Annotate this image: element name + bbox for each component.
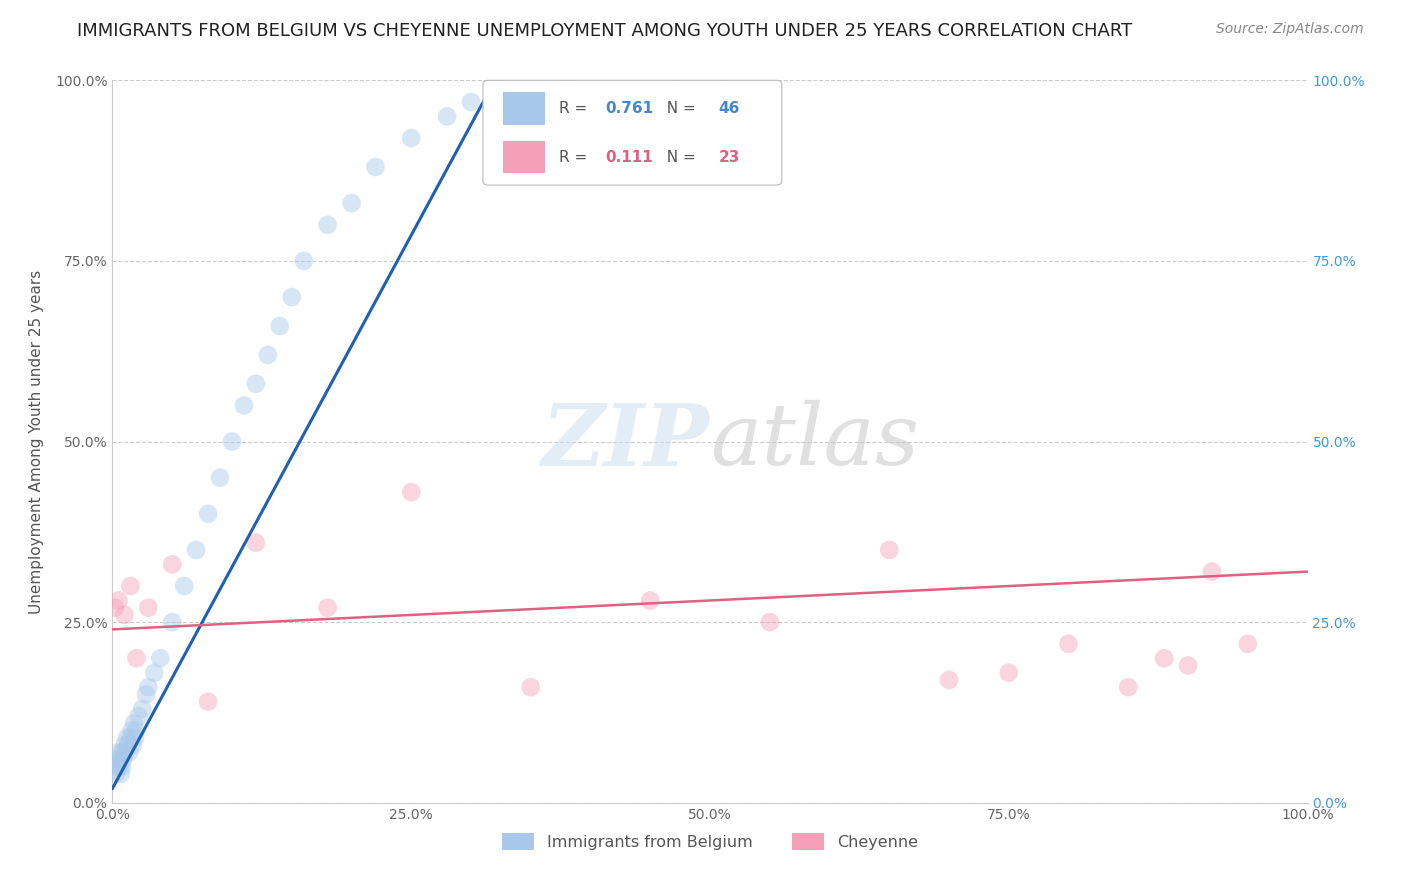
- Point: [186, 542, 208, 557]
- Point: [520, 680, 543, 694]
- Point: [107, 745, 129, 759]
- Point: [104, 760, 127, 774]
- Point: [114, 738, 135, 752]
- Point: [143, 665, 166, 680]
- Point: [1177, 658, 1199, 673]
- Point: [1153, 651, 1175, 665]
- Point: [107, 760, 129, 774]
- Point: [112, 752, 135, 766]
- Point: [209, 471, 232, 485]
- FancyBboxPatch shape: [503, 141, 546, 173]
- Point: [221, 434, 243, 449]
- Text: R =: R =: [560, 101, 598, 116]
- Point: [138, 600, 160, 615]
- Point: [364, 160, 387, 174]
- Point: [197, 507, 219, 521]
- Point: [759, 615, 782, 630]
- Point: [135, 687, 157, 701]
- Point: [257, 348, 280, 362]
- Text: 0.761: 0.761: [605, 101, 652, 116]
- Point: [118, 745, 141, 759]
- Point: [121, 738, 143, 752]
- Point: [105, 767, 128, 781]
- Point: [998, 665, 1021, 680]
- Point: [460, 95, 482, 109]
- Point: [149, 651, 172, 665]
- Y-axis label: Unemployment Among Youth under 25 years: Unemployment Among Youth under 25 years: [30, 269, 44, 614]
- Text: IMMIGRANTS FROM BELGIUM VS CHEYENNE UNEMPLOYMENT AMONG YOUTH UNDER 25 YEARS CORR: IMMIGRANTS FROM BELGIUM VS CHEYENNE UNEM…: [77, 22, 1133, 40]
- Point: [128, 709, 150, 723]
- Point: [316, 600, 339, 615]
- Point: [114, 607, 135, 622]
- Point: [124, 731, 146, 745]
- Point: [121, 723, 143, 738]
- Point: [401, 485, 423, 500]
- Point: [1057, 637, 1080, 651]
- Point: [122, 716, 145, 731]
- Text: Source: ZipAtlas.com: Source: ZipAtlas.com: [1216, 22, 1364, 37]
- Point: [245, 535, 267, 549]
- Point: [111, 745, 134, 759]
- Point: [138, 680, 160, 694]
- Point: [104, 600, 127, 615]
- Point: [131, 702, 153, 716]
- Point: [233, 398, 256, 412]
- Point: [1237, 637, 1260, 651]
- Point: [1201, 565, 1223, 579]
- Point: [173, 579, 195, 593]
- Point: [292, 253, 315, 268]
- Point: [269, 318, 291, 333]
- Point: [117, 738, 139, 752]
- Point: [245, 376, 267, 391]
- Point: [640, 593, 662, 607]
- Point: [120, 731, 142, 745]
- Point: [879, 542, 901, 557]
- FancyBboxPatch shape: [484, 80, 782, 185]
- Point: [115, 731, 138, 745]
- Point: [111, 760, 134, 774]
- Point: [197, 695, 219, 709]
- Text: atlas: atlas: [710, 401, 920, 483]
- Point: [120, 579, 142, 593]
- Point: [436, 109, 458, 123]
- Point: [401, 131, 423, 145]
- Point: [125, 651, 148, 665]
- Point: [162, 615, 183, 630]
- Text: ZIP: ZIP: [543, 400, 710, 483]
- Point: [162, 558, 183, 572]
- Point: [281, 290, 304, 304]
- Point: [316, 218, 339, 232]
- Text: 23: 23: [718, 150, 740, 164]
- Point: [110, 767, 132, 781]
- Point: [108, 752, 131, 766]
- Text: N =: N =: [658, 150, 702, 164]
- Point: [938, 673, 960, 687]
- Legend: Immigrants from Belgium, Cheyenne: Immigrants from Belgium, Cheyenne: [495, 827, 925, 856]
- Point: [484, 73, 506, 87]
- Point: [340, 196, 363, 211]
- Point: [125, 723, 148, 738]
- Text: R =: R =: [560, 150, 598, 164]
- Text: 46: 46: [718, 101, 740, 116]
- Text: 0.111: 0.111: [605, 150, 652, 164]
- Point: [107, 593, 129, 607]
- Text: N =: N =: [658, 101, 702, 116]
- Point: [114, 745, 136, 759]
- Point: [1118, 680, 1140, 694]
- FancyBboxPatch shape: [503, 92, 546, 125]
- Point: [105, 752, 128, 766]
